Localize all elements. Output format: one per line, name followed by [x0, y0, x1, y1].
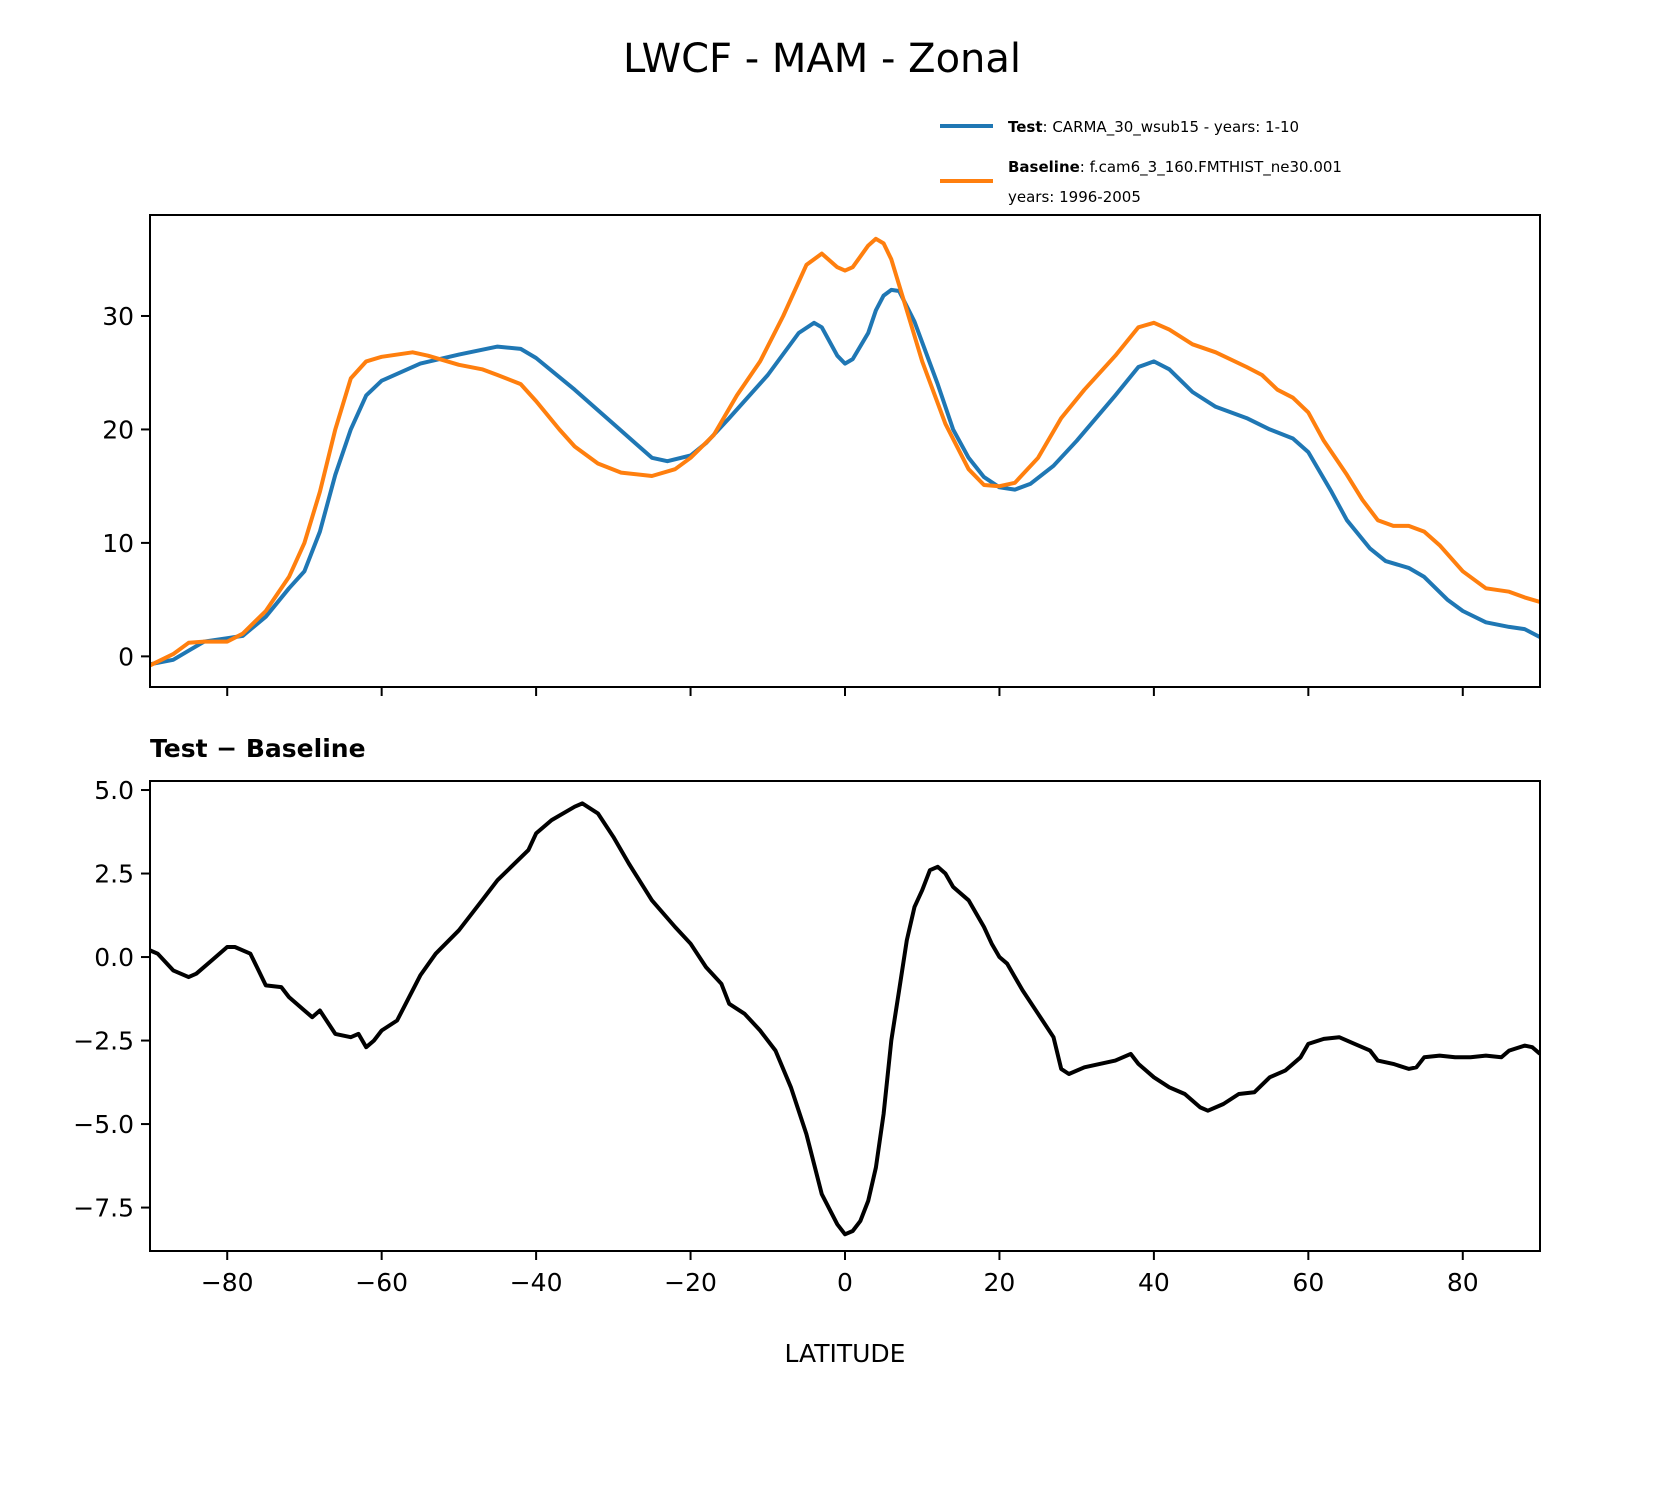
x-tick-label: 60 — [1292, 1268, 1324, 1297]
legend-label-baseline-years: years: 1996-2005 — [1008, 188, 1141, 206]
y-tick-label: −5.0 — [73, 1110, 134, 1139]
x-tick-label: −20 — [664, 1268, 717, 1297]
axes-frame — [149, 780, 1541, 1252]
y-tick-label: 2.5 — [94, 860, 134, 889]
x-tick-label: −60 — [355, 1268, 408, 1297]
legend-label-test: Test: CARMA_30_wsub15 - years: 1-10 — [1008, 118, 1299, 137]
x-tick-label: 20 — [984, 1268, 1016, 1297]
series-line-baseline — [150, 236, 1540, 668]
bottom-panel-title: Test − Baseline — [150, 734, 366, 763]
y-tick-label: −2.5 — [73, 1027, 134, 1056]
y-tick-label: 5.0 — [94, 776, 134, 805]
series-line-test — [150, 287, 1540, 667]
series-line-test-baseline — [150, 801, 1540, 1237]
top-panel: 0 10 20 30 — [102, 214, 1541, 696]
y-tick-label: −7.5 — [73, 1194, 134, 1223]
legend: Test: CARMA_30_wsub15 - years: 1-10 Base… — [940, 118, 1342, 206]
y-tick-label: 30 — [102, 302, 134, 331]
legend-label-baseline: Baseline: f.cam6_3_160.FMTHIST_ne30.001 — [1008, 158, 1342, 177]
x-tick-label: −40 — [510, 1268, 563, 1297]
y-tick-label: 20 — [102, 415, 134, 444]
x-tick-label: −80 — [201, 1268, 254, 1297]
y-tick-label: 0 — [118, 642, 134, 671]
y-tick-label: 0.0 — [94, 943, 134, 972]
x-axis-label: LATITUDE — [785, 1339, 906, 1368]
x-tick-label: 0 — [837, 1268, 853, 1297]
x-tick-label: 40 — [1138, 1268, 1170, 1297]
figure-title: LWCF - MAM - Zonal — [623, 36, 1021, 82]
y-tick-label: 10 — [102, 529, 134, 558]
x-tick-label: 80 — [1447, 1268, 1479, 1297]
bottom-panel: 5.0 2.5 0.0 −2.5 −5.0 −7.5 −80 −60 −40 −20 0 20 40 60… — [73, 776, 1541, 1297]
